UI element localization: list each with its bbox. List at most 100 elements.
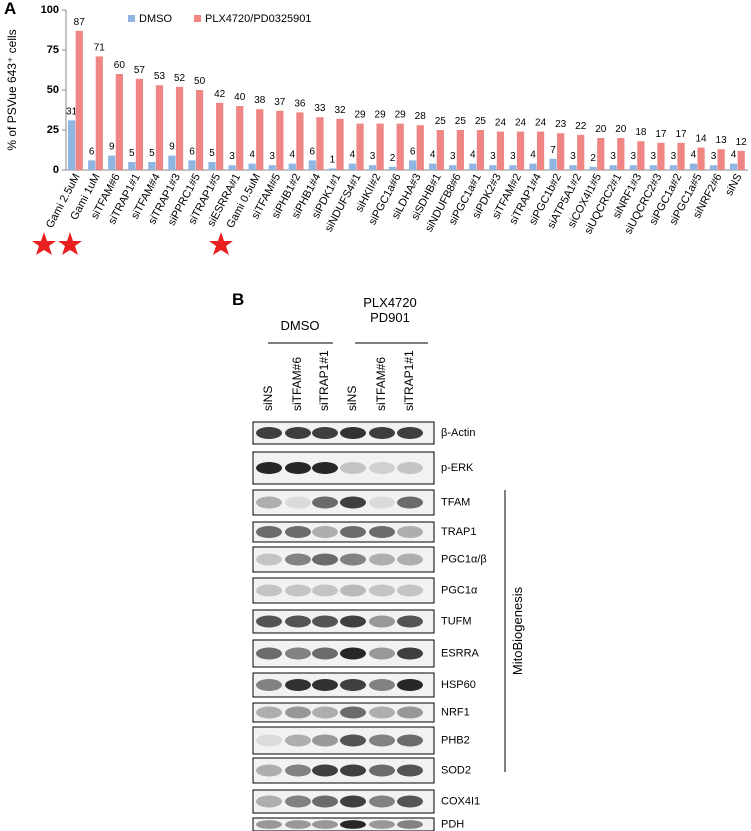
bar xyxy=(228,165,236,170)
bar xyxy=(308,160,316,170)
blot-band xyxy=(397,496,423,509)
value-label: 2 xyxy=(390,153,396,164)
value-label: 3 xyxy=(229,151,235,162)
blot-band xyxy=(256,706,282,719)
bar xyxy=(236,106,244,170)
value-label: 60 xyxy=(114,60,126,71)
blot-frame xyxy=(252,451,435,485)
blot-band xyxy=(312,706,338,719)
value-label: 87 xyxy=(74,17,86,28)
blot-band xyxy=(397,526,423,538)
blot-band xyxy=(397,462,423,474)
value-label: 3 xyxy=(269,151,275,162)
value-label: 17 xyxy=(675,129,687,140)
blot-band xyxy=(256,553,282,566)
blot-band xyxy=(256,584,282,597)
value-label: 2 xyxy=(590,153,596,164)
bar xyxy=(697,147,705,170)
panel-label: B xyxy=(232,290,244,309)
lane-label: siTRAP1#1 xyxy=(402,350,416,411)
value-label: 25 xyxy=(455,116,467,127)
bar xyxy=(637,141,645,170)
value-label: 1 xyxy=(330,154,336,165)
value-label: 3 xyxy=(570,151,576,162)
blot-band xyxy=(256,615,282,628)
value-label: 31 xyxy=(66,106,78,117)
blot-band xyxy=(285,553,311,566)
protein-label: NRF1 xyxy=(441,706,470,718)
value-label: 42 xyxy=(214,89,226,100)
blot-band xyxy=(340,427,366,439)
value-label: 4 xyxy=(249,150,255,161)
blot-band xyxy=(340,795,366,808)
value-label: 6 xyxy=(189,146,195,157)
value-label: 40 xyxy=(234,92,246,103)
blot-band xyxy=(369,795,395,808)
blot-band xyxy=(340,553,366,566)
blot-band xyxy=(312,462,338,474)
blot-band xyxy=(369,526,395,538)
blot-band xyxy=(285,647,311,660)
bar xyxy=(95,56,103,170)
blot-band xyxy=(340,679,366,691)
bar xyxy=(175,86,184,170)
lane-label: siTFAM#6 xyxy=(374,357,388,411)
value-label: 5 xyxy=(149,148,155,159)
bar xyxy=(617,138,625,170)
blot-band xyxy=(340,526,366,538)
protein-label: TUFM xyxy=(441,615,472,627)
blot-band xyxy=(285,526,311,538)
bar xyxy=(496,131,505,170)
blot-band xyxy=(256,795,282,808)
bar xyxy=(597,138,605,170)
blot-band xyxy=(397,734,423,747)
blot-band xyxy=(397,679,423,691)
bar xyxy=(416,125,424,170)
bar xyxy=(188,160,196,170)
bar xyxy=(388,166,397,170)
legend-swatch xyxy=(194,15,201,22)
y-tick-label: 25 xyxy=(47,124,59,136)
bar xyxy=(216,102,224,170)
bar xyxy=(569,165,577,170)
blot-band xyxy=(397,764,423,777)
blot-band xyxy=(312,584,338,597)
value-label: 24 xyxy=(495,118,507,129)
protein-label: PDH xyxy=(441,818,464,830)
value-label: 29 xyxy=(354,110,366,121)
bar xyxy=(336,118,344,170)
protein-label: TRAP1 xyxy=(441,526,476,538)
blot-band xyxy=(256,526,282,538)
bar xyxy=(609,165,617,170)
value-label: 3 xyxy=(671,151,677,162)
bar xyxy=(356,123,364,170)
protein-label: ESRRA xyxy=(441,647,480,659)
value-label: 29 xyxy=(375,110,387,121)
bar xyxy=(429,163,437,170)
blot-band xyxy=(256,462,282,474)
blot-band xyxy=(285,795,311,808)
value-label: 6 xyxy=(89,146,95,157)
blot-band xyxy=(397,647,423,660)
blot-band xyxy=(340,706,366,719)
bar xyxy=(449,165,457,170)
blot-band xyxy=(312,647,338,660)
bar xyxy=(456,130,464,170)
value-label: 13 xyxy=(716,135,728,146)
bar xyxy=(376,123,384,170)
bar xyxy=(68,120,76,170)
blot-band xyxy=(256,496,282,509)
blot-band xyxy=(369,820,395,829)
bar xyxy=(509,165,517,170)
value-label: 57 xyxy=(134,65,146,76)
bar xyxy=(717,149,725,170)
blot-band xyxy=(285,584,311,597)
protein-label: PGC1α xyxy=(441,584,478,596)
bar xyxy=(268,165,276,170)
blot-band xyxy=(340,764,366,777)
value-label: 14 xyxy=(695,134,707,145)
blot-band xyxy=(397,820,423,829)
blot-band xyxy=(256,764,282,777)
blot-band xyxy=(256,734,282,747)
bar xyxy=(536,131,545,170)
